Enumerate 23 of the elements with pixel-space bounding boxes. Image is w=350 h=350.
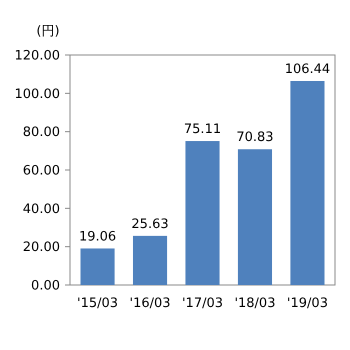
y-tick-label: 60.00: [22, 164, 60, 179]
x-tick-label: '16/03: [130, 296, 171, 311]
y-tick-label: 0.00: [31, 278, 60, 294]
y-tick-label: 40.00: [22, 202, 60, 217]
data-label: 106.44: [284, 62, 330, 77]
x-tick-label: '15/03: [77, 296, 118, 311]
bar: [290, 80, 325, 285]
y-axis-title: (円): [36, 24, 60, 39]
bar: [132, 236, 168, 285]
data-label: 70.83: [236, 130, 274, 146]
y-tick-label: 120.00: [14, 48, 60, 64]
bar: [238, 149, 272, 285]
y-tick-label: 80.00: [22, 125, 60, 140]
bar: [80, 248, 115, 285]
x-tick-label: '18/03: [234, 296, 276, 311]
bar: [185, 141, 220, 285]
y-tick-label: 20.00: [22, 240, 60, 256]
x-tick-label: '17/03: [182, 296, 224, 311]
y-tick-label: 100.00: [14, 86, 60, 102]
data-label: 19.06: [78, 229, 116, 244]
data-label: 25.63: [131, 216, 169, 232]
x-tick-label: '19/03: [286, 296, 328, 311]
data-label: 75.11: [184, 122, 222, 138]
